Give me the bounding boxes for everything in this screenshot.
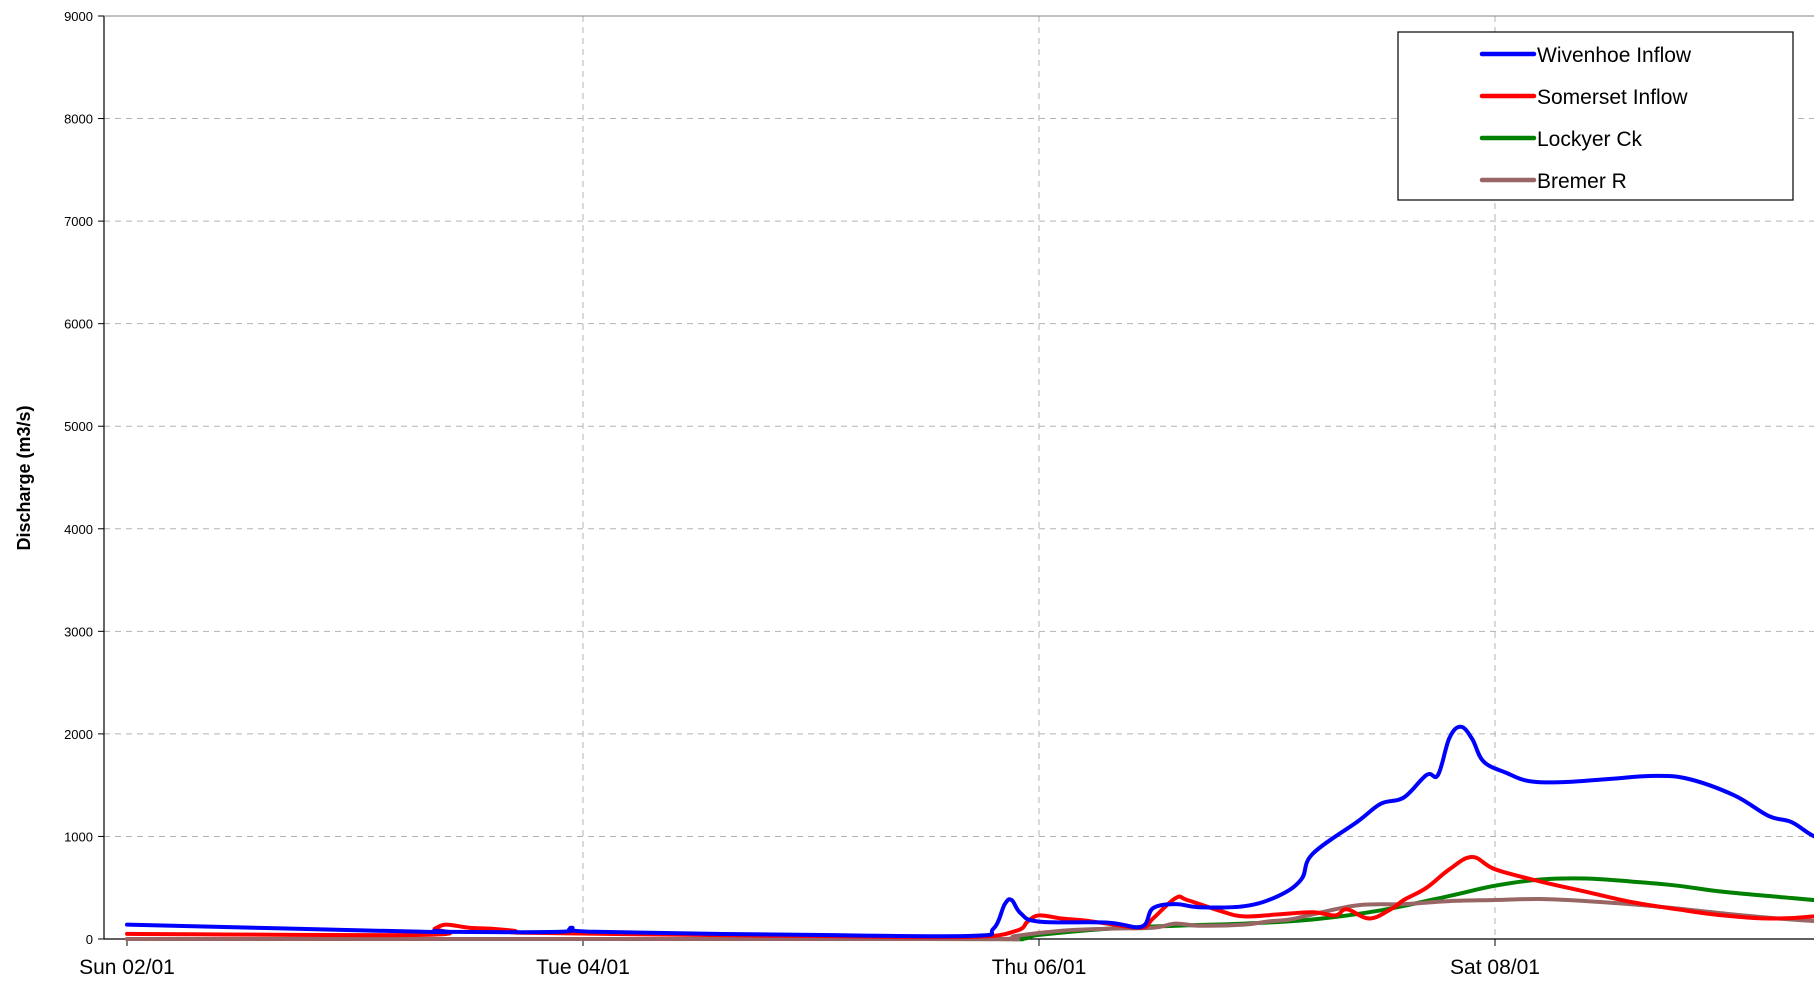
x-tick-label: Sat 08/01 (1450, 956, 1540, 979)
y-tick-label: 0 (86, 932, 93, 947)
legend-label: Lockyer Ck (1537, 128, 1643, 151)
y-tick-label: 7000 (64, 214, 93, 229)
legend-label: Somerset Inflow (1537, 86, 1688, 109)
y-tick-label: 3000 (64, 624, 93, 639)
y-axis-ticks: 0 1000 2000 3000 4000 5000 6000 7000 8000 9000 (64, 9, 104, 947)
y-tick-label: 5000 (64, 419, 93, 434)
y-tick-label: 4000 (64, 522, 93, 537)
series-line-bremer-r (125, 896, 1814, 942)
y-tick-label: 8000 (64, 112, 93, 127)
legend-label: Wivenhoe Inflow (1537, 44, 1692, 67)
series-line-somerset-inflow (125, 855, 1814, 940)
x-tick-label: Thu 06/01 (992, 956, 1087, 979)
y-tick-label: 9000 (64, 9, 93, 24)
legend-label: Bremer R (1537, 170, 1627, 193)
series-lines (125, 724, 1814, 942)
x-tick-label: Tue 04/01 (536, 956, 630, 979)
y-tick-label: 1000 (64, 829, 93, 844)
series-line-wivenhoe-inflow (125, 724, 1814, 939)
legend: Wivenhoe Inflow Somerset Inflow Lockyer Ck… (1397, 31, 1794, 201)
legend-box (1397, 31, 1794, 201)
y-tick-label: 2000 (64, 727, 93, 742)
y-tick-label: 6000 (64, 317, 93, 332)
series-line-lockyer-ck (125, 876, 1814, 942)
x-tick-label: Sun 02/01 (79, 956, 175, 979)
y-axis-title: Discharge (m3/s) (14, 405, 34, 550)
